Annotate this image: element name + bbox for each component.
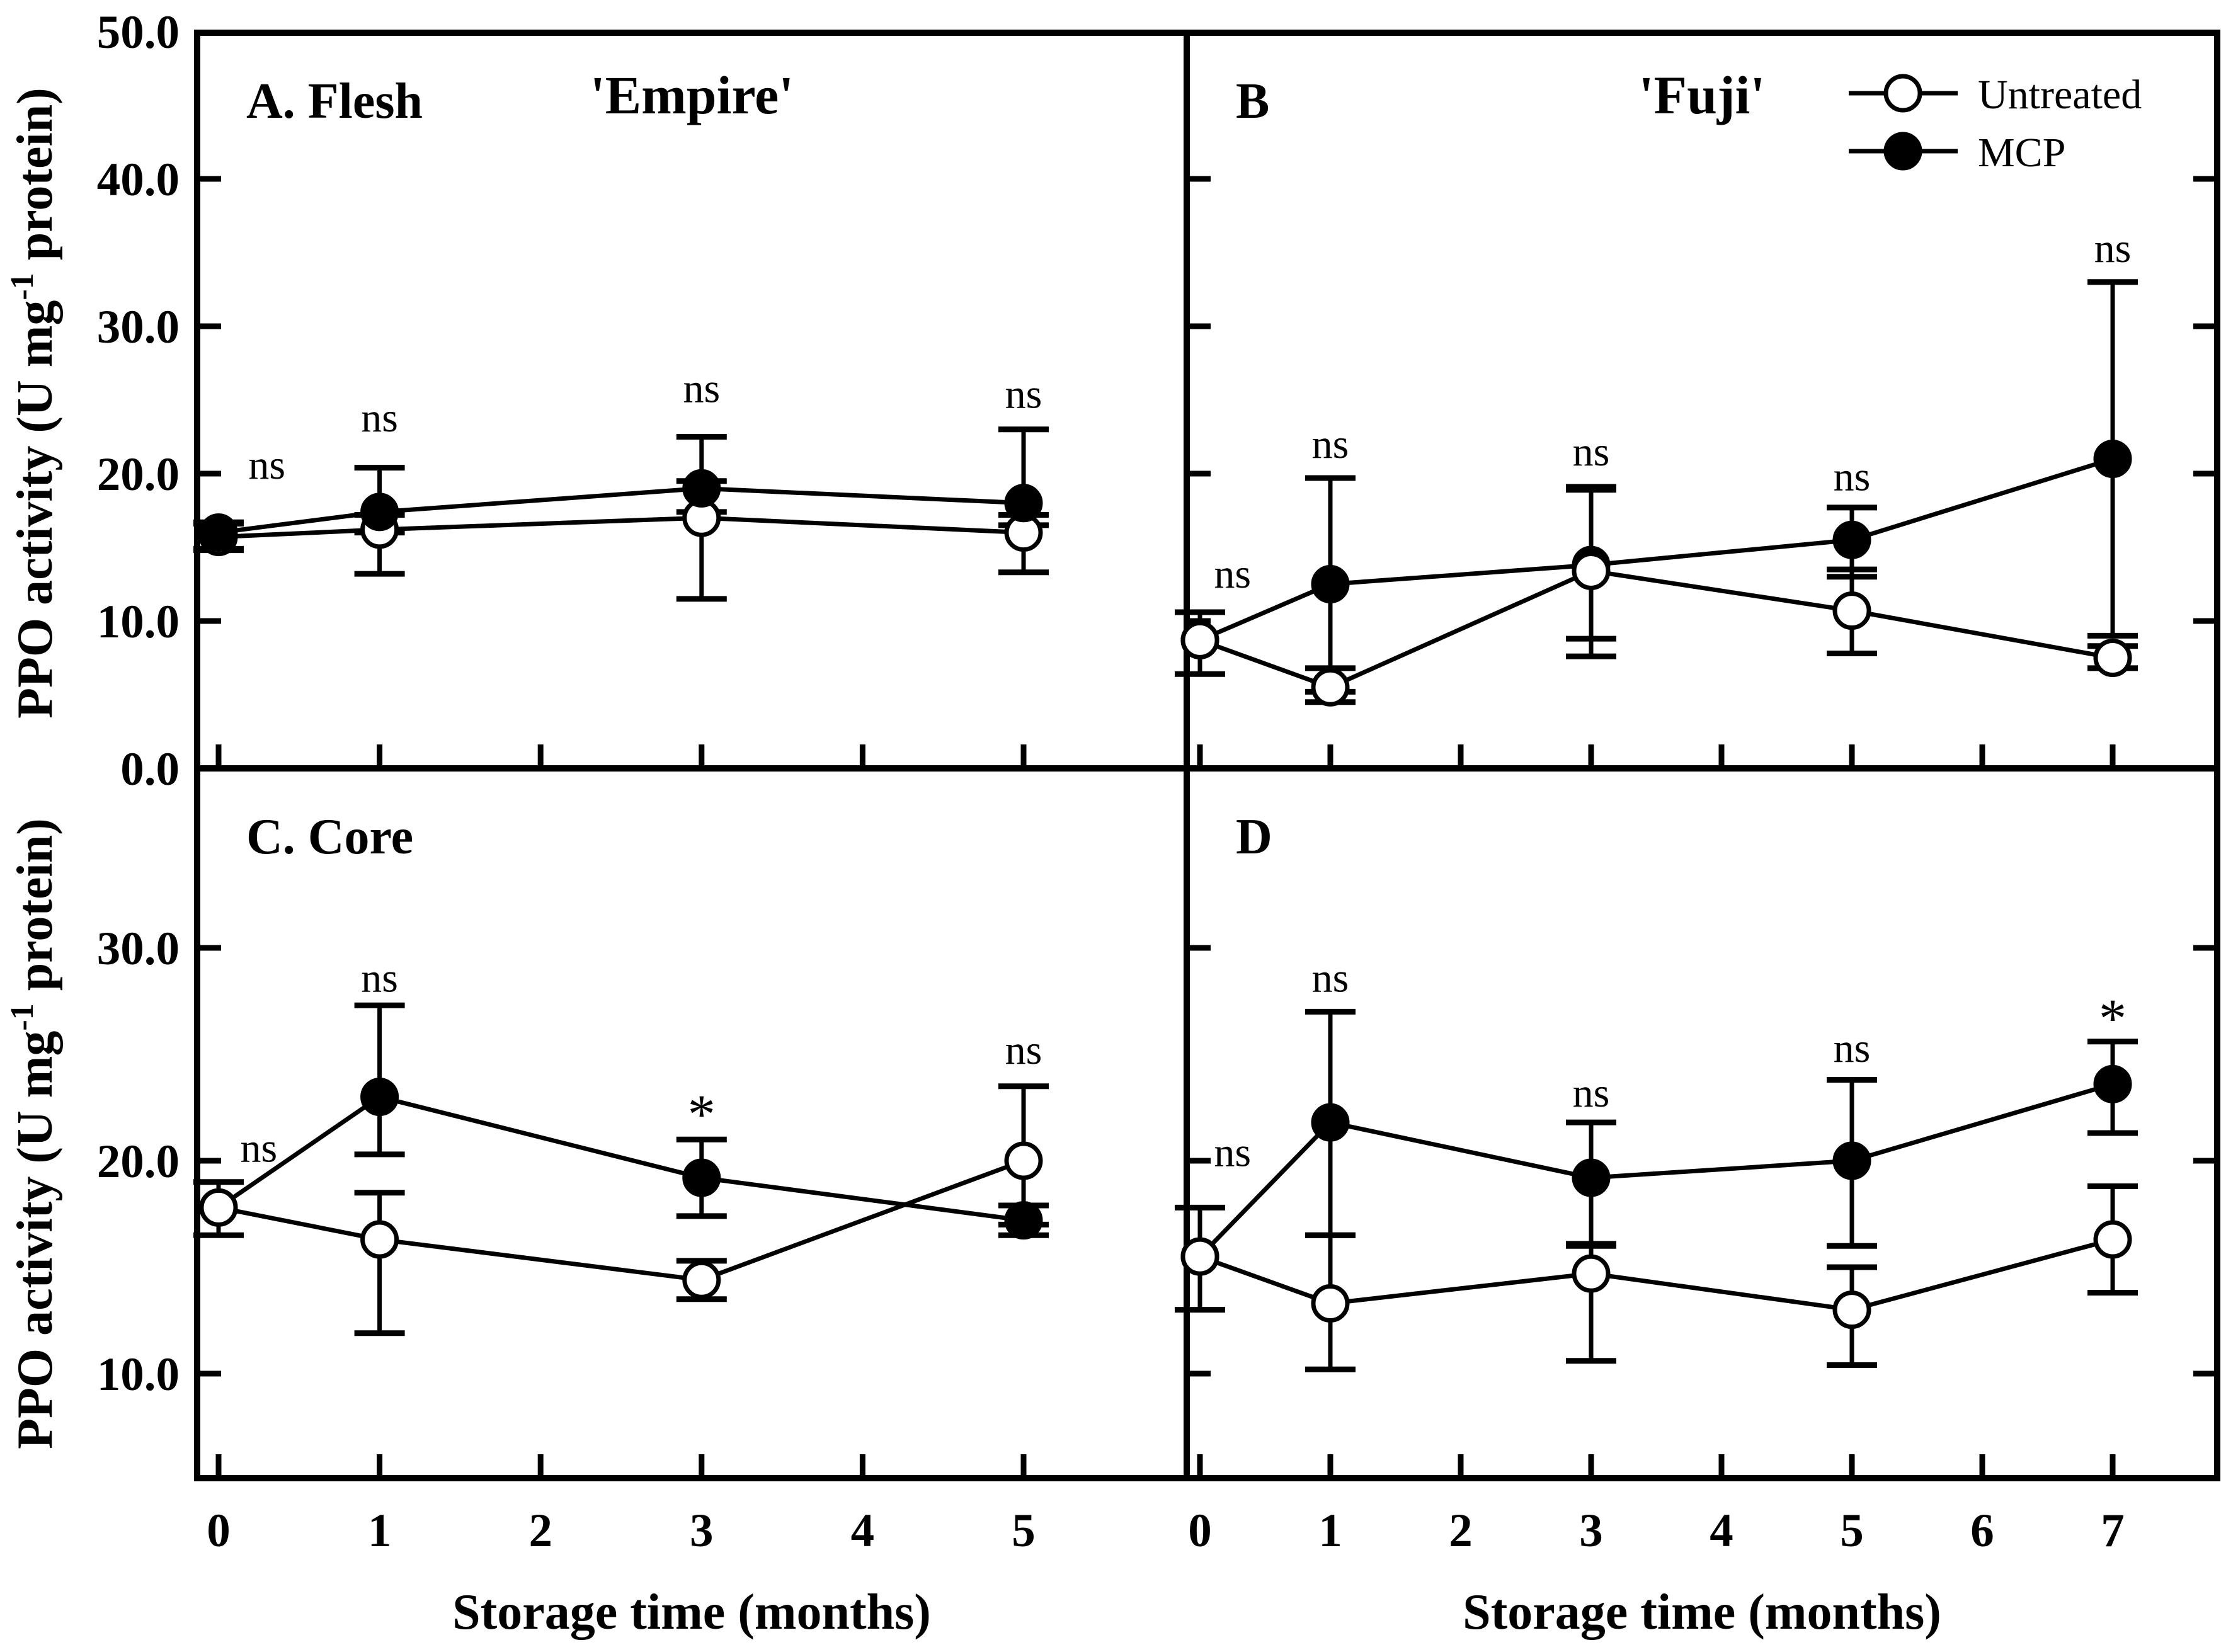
significance-label: ns bbox=[1214, 551, 1251, 597]
y-axis-title: PPO activity (U mg-1 protein) bbox=[4, 88, 63, 719]
data-point-untreated bbox=[1832, 1290, 1871, 1330]
significance-label: ns bbox=[1005, 1027, 1042, 1073]
y-tick-label: 30.0 bbox=[97, 923, 180, 975]
data-point-untreated bbox=[1311, 668, 1350, 707]
data-point-mcp bbox=[1004, 484, 1043, 523]
x-tick-label: 1 bbox=[1318, 1505, 1342, 1557]
x-tick-label: 2 bbox=[1449, 1505, 1473, 1557]
series-line-mcp bbox=[218, 486, 1024, 535]
x-axis-title: Storage time (months) bbox=[1463, 1585, 1941, 1640]
data-point-untreated bbox=[2093, 1220, 2132, 1259]
data-point-untreated bbox=[682, 1260, 721, 1299]
y-tick-label: 40.0 bbox=[97, 154, 180, 206]
data-point-mcp bbox=[1572, 1158, 1611, 1197]
data-point-mcp bbox=[682, 469, 721, 508]
y-tick-label: 10.0 bbox=[97, 596, 180, 648]
significance-label: ns bbox=[361, 395, 398, 441]
data-point-mcp bbox=[2093, 1064, 2132, 1103]
panel-label: D bbox=[1236, 809, 1272, 865]
data-point-untreated bbox=[1832, 591, 1871, 630]
filled-circle-icon bbox=[1883, 132, 1922, 171]
significance-label: * bbox=[2099, 988, 2127, 1049]
data-point-untreated bbox=[1572, 1254, 1611, 1293]
x-tick-label: 2 bbox=[528, 1505, 552, 1557]
data-point-untreated bbox=[199, 1188, 238, 1227]
data-point-untreated bbox=[1004, 1141, 1043, 1180]
series-line-untreated bbox=[218, 515, 1024, 540]
x-tick-label: 5 bbox=[1012, 1505, 1036, 1557]
data-point-untreated bbox=[1180, 1237, 1219, 1276]
x-tick-label: 1 bbox=[368, 1505, 392, 1557]
x-tick-label: 5 bbox=[1840, 1505, 1864, 1557]
panel-label: B bbox=[1236, 74, 1269, 129]
data-point-untreated bbox=[1311, 1284, 1350, 1323]
x-axis-title: Storage time (months) bbox=[452, 1585, 931, 1640]
significance-label: ns bbox=[361, 955, 398, 1001]
panel-label: C. Core bbox=[246, 809, 413, 865]
data-point-mcp bbox=[1832, 520, 1871, 559]
x-tick-label: 7 bbox=[2101, 1505, 2125, 1557]
data-point-mcp bbox=[1311, 1103, 1350, 1142]
significance-label: ns bbox=[2094, 225, 2132, 271]
y-axis-title: PPO activity (U mg-1 protein) bbox=[4, 818, 63, 1449]
x-tick-label: 0 bbox=[1188, 1505, 1212, 1557]
panel-label: A. Flesh bbox=[246, 74, 423, 129]
legend-label: MCP bbox=[1978, 130, 2065, 176]
significance-label: ns bbox=[683, 365, 720, 411]
data-point-mcp bbox=[1311, 565, 1350, 603]
series-line-mcp bbox=[217, 1094, 1024, 1223]
cultivar-title: 'Empire' bbox=[590, 65, 794, 125]
data-point-mcp bbox=[360, 493, 399, 532]
panel-A: 0.0 10.0 20.0 30.0 40.0 50.0 ns ns ns ns A. Flesh '… bbox=[97, 6, 1190, 795]
data-point-untreated bbox=[2093, 639, 2132, 677]
x-tick-label: 0 bbox=[207, 1505, 231, 1557]
data-point-mcp bbox=[1004, 1201, 1043, 1240]
significance-label: ns bbox=[1214, 1129, 1251, 1175]
significance-label: * bbox=[688, 1085, 716, 1146]
legend-label: Untreated bbox=[1978, 72, 2142, 118]
legend: Untreated MCP bbox=[1849, 72, 2142, 176]
series-line-untreated bbox=[218, 1158, 1025, 1282]
panel-frame bbox=[1184, 765, 2220, 1481]
data-point-untreated bbox=[1180, 620, 1219, 659]
y-tick-label: 10.0 bbox=[97, 1348, 180, 1401]
x-tick-label: 3 bbox=[690, 1505, 714, 1557]
open-circle-icon bbox=[1883, 74, 1922, 113]
data-point-mcp bbox=[682, 1158, 721, 1197]
x-tick-label: 4 bbox=[851, 1505, 875, 1557]
cultivar-title: 'Fuji' bbox=[1639, 65, 1766, 125]
y-tick-label: 20.0 bbox=[97, 448, 180, 501]
data-point-mcp bbox=[199, 513, 238, 552]
significance-label: ns bbox=[1005, 372, 1042, 418]
significance-label: ns bbox=[1573, 429, 1610, 475]
x-tick-label: 6 bbox=[1970, 1505, 1994, 1557]
x-tick-label: 4 bbox=[1710, 1505, 1733, 1557]
significance-label: ns bbox=[1834, 454, 1871, 500]
panel-C: 10.0 20.0 30.0 0 1 2 3 4 5 ns ns * ns C. Core bbox=[97, 765, 1190, 1557]
significance-label: ns bbox=[241, 1125, 278, 1171]
significance-label: ns bbox=[1312, 421, 1349, 467]
data-point-untreated bbox=[360, 1220, 399, 1259]
significance-label: ns bbox=[1312, 955, 1349, 1001]
panel-D: 0 1 2 3 4 5 6 7 ns ns ns ns * D bbox=[1175, 765, 2220, 1557]
y-tick-label: 30.0 bbox=[97, 301, 180, 353]
x-tick-label: 3 bbox=[1579, 1505, 1603, 1557]
series-line-mcp bbox=[1199, 457, 2114, 642]
data-point-mcp bbox=[2093, 440, 2132, 479]
significance-label: ns bbox=[248, 442, 285, 488]
significance-label: ns bbox=[1573, 1070, 1610, 1116]
data-point-untreated bbox=[1572, 551, 1611, 590]
data-point-mcp bbox=[1832, 1141, 1871, 1180]
y-tick-label: 0.0 bbox=[120, 743, 180, 795]
y-tick-label: 50.0 bbox=[97, 6, 180, 59]
y-tick-label: 20.0 bbox=[97, 1136, 180, 1188]
data-point-mcp bbox=[360, 1078, 399, 1117]
significance-label: ns bbox=[1834, 1025, 1871, 1071]
